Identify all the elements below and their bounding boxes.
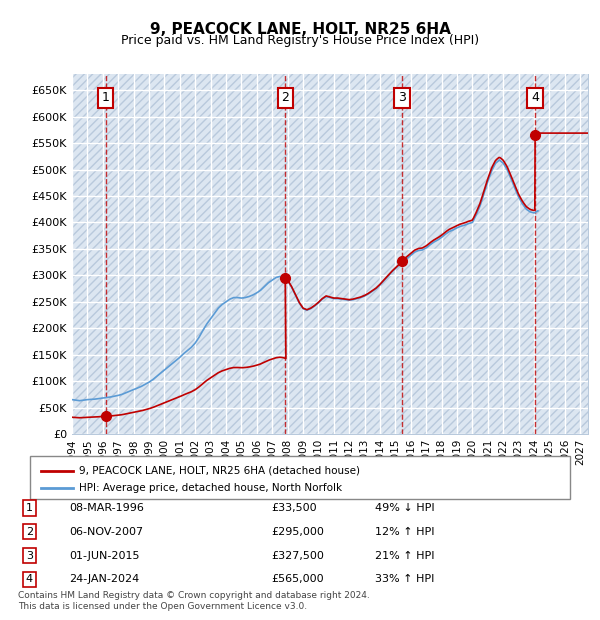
- Text: HPI: Average price, detached house, North Norfolk: HPI: Average price, detached house, Nort…: [79, 483, 342, 494]
- Text: 2: 2: [281, 91, 289, 104]
- Text: 9, PEACOCK LANE, HOLT, NR25 6HA: 9, PEACOCK LANE, HOLT, NR25 6HA: [149, 22, 451, 37]
- Text: 1: 1: [102, 91, 110, 104]
- Text: 3: 3: [26, 551, 33, 560]
- Text: 24-JAN-2024: 24-JAN-2024: [70, 574, 140, 584]
- Text: £33,500: £33,500: [271, 503, 317, 513]
- Text: 12% ↑ HPI: 12% ↑ HPI: [375, 527, 434, 537]
- Text: 4: 4: [531, 91, 539, 104]
- Text: 21% ↑ HPI: 21% ↑ HPI: [375, 551, 434, 560]
- Text: 2: 2: [26, 527, 33, 537]
- Text: £565,000: £565,000: [271, 574, 324, 584]
- Text: Price paid vs. HM Land Registry's House Price Index (HPI): Price paid vs. HM Land Registry's House …: [121, 34, 479, 47]
- Text: £327,500: £327,500: [271, 551, 324, 560]
- Text: 01-JUN-2015: 01-JUN-2015: [70, 551, 140, 560]
- Text: Contains HM Land Registry data © Crown copyright and database right 2024.
This d: Contains HM Land Registry data © Crown c…: [18, 591, 370, 611]
- Text: 08-MAR-1996: 08-MAR-1996: [70, 503, 145, 513]
- Text: 49% ↓ HPI: 49% ↓ HPI: [375, 503, 434, 513]
- Text: 33% ↑ HPI: 33% ↑ HPI: [375, 574, 434, 584]
- Text: 06-NOV-2007: 06-NOV-2007: [70, 527, 144, 537]
- Text: £295,000: £295,000: [271, 527, 324, 537]
- Text: 1: 1: [26, 503, 33, 513]
- Text: 3: 3: [398, 91, 406, 104]
- FancyBboxPatch shape: [30, 456, 570, 499]
- Text: 9, PEACOCK LANE, HOLT, NR25 6HA (detached house): 9, PEACOCK LANE, HOLT, NR25 6HA (detache…: [79, 466, 359, 476]
- Text: 4: 4: [26, 574, 33, 584]
